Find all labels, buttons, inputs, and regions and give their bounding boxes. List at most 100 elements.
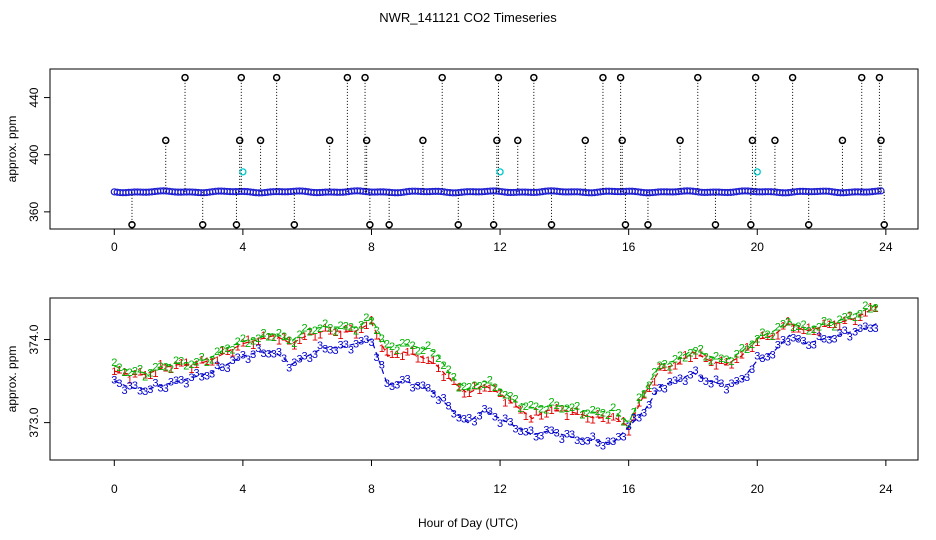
bottom-marker-3: 3	[430, 389, 436, 401]
bottom-marker-1: 1	[610, 412, 616, 424]
bottom-marker-2: 2	[338, 320, 344, 332]
bottom-marker-2: 2	[816, 321, 822, 333]
bottom-marker-1: 1	[291, 341, 297, 353]
bottom-marker-1: 1	[842, 315, 848, 327]
top-outlier-point	[256, 136, 265, 145]
bottom-marker-3: 3	[492, 411, 498, 423]
bottom-marker-1: 1	[728, 360, 734, 372]
bottom-marker-1: 1	[826, 319, 832, 331]
bottom-marker-1: 1	[651, 377, 657, 389]
bottom-marker-1: 1	[811, 326, 817, 338]
bottom-marker-3: 3	[240, 350, 246, 362]
bottom-marker-1: 1	[620, 416, 626, 428]
bottom-marker-3: 3	[307, 353, 313, 365]
bottom-marker-1: 1	[296, 335, 302, 347]
top-outlier-point	[419, 136, 427, 145]
bottom-marker-3: 3	[343, 339, 349, 351]
bottom-marker-3: 3	[456, 413, 462, 425]
bottom-marker-2: 2	[579, 409, 585, 421]
top-y-tick-label: 400	[27, 144, 41, 164]
bottom-marker-3: 3	[440, 393, 446, 405]
bottom-marker-1: 1	[502, 397, 508, 409]
bottom-marker-2: 2	[775, 321, 781, 333]
bottom-marker-1: 1	[327, 326, 333, 338]
bottom-marker-1: 1	[451, 376, 457, 388]
bottom-marker-3: 3	[147, 384, 153, 396]
bottom-marker-2: 2	[636, 392, 642, 404]
bottom-marker-3: 3	[564, 429, 570, 441]
bottom-marker-1: 1	[384, 347, 390, 359]
bottom-marker-1: 1	[574, 406, 580, 418]
bottom-marker-1: 1	[703, 353, 709, 365]
top-outlier-point	[494, 73, 503, 82]
top-outlier-point	[235, 136, 244, 145]
bottom-marker-1: 1	[507, 395, 513, 407]
bottom-marker-1: 1	[214, 355, 220, 367]
bottom-marker-2: 2	[559, 404, 565, 416]
bottom-marker-2: 2	[564, 403, 570, 415]
bottom-marker-3: 3	[338, 340, 344, 352]
top-outlier-point	[181, 73, 189, 82]
bottom-marker-2: 2	[497, 387, 503, 399]
bottom-marker-2: 2	[291, 338, 297, 350]
bottom-marker-1: 1	[482, 383, 488, 395]
bottom-marker-1: 1	[255, 336, 261, 348]
top-x-tick-label: 24	[879, 240, 893, 254]
bottom-marker-3: 3	[183, 379, 189, 391]
bottom-marker-1: 1	[471, 381, 477, 393]
bottom-marker-2: 2	[168, 363, 174, 375]
bottom-y-tick-label: 373.0	[27, 407, 41, 437]
bottom-marker-3: 3	[250, 349, 256, 361]
top-outlier-point	[272, 73, 281, 82]
bottom-marker-3: 3	[554, 428, 560, 440]
bottom-marker-3: 3	[785, 336, 791, 348]
bottom-marker-2: 2	[590, 404, 596, 416]
bottom-marker-1: 1	[656, 361, 662, 373]
top-outlier-point	[676, 136, 684, 145]
bottom-marker-1: 1	[307, 326, 313, 338]
bottom-marker-1: 1	[497, 388, 503, 400]
bottom-marker-3: 3	[528, 425, 534, 437]
bottom-marker-3: 3	[533, 432, 539, 444]
bottom-marker-1: 1	[302, 331, 308, 343]
bottom-marker-3: 3	[806, 340, 812, 352]
top-panel: 0 4 8 12 16 20 24 360 400 440 approx. ppm	[5, 68, 919, 254]
bottom-marker-1: 1	[368, 314, 374, 326]
bottom-marker-3: 3	[780, 335, 786, 347]
bottom-marker-2: 2	[626, 419, 632, 431]
bottom-marker-1: 1	[111, 366, 117, 378]
top-outlier-point	[857, 73, 866, 82]
bottom-marker-2: 2	[492, 382, 498, 394]
bottom-marker-3: 3	[677, 373, 683, 385]
bottom-marker-3: 3	[816, 331, 822, 343]
bottom-marker-3: 3	[631, 413, 637, 425]
bottom-marker-2: 2	[209, 355, 215, 367]
bottom-marker-3: 3	[291, 357, 297, 369]
top-outlier-point	[547, 220, 556, 229]
bottom-marker-1: 1	[250, 340, 256, 352]
bottom-marker-2: 2	[677, 350, 683, 362]
bottom-marker-2: 2	[394, 345, 400, 357]
bottom-marker-2: 2	[523, 401, 529, 413]
bottom-marker-2: 2	[404, 338, 410, 350]
bottom-marker-3: 3	[476, 410, 482, 422]
bottom-marker-2: 2	[363, 312, 369, 324]
top-outlier-point	[711, 220, 720, 229]
bottom-marker-3: 3	[178, 374, 184, 386]
bottom-marker-3: 3	[404, 374, 410, 386]
bottom-marker-1: 1	[718, 355, 724, 367]
bottom-marker-1: 1	[461, 389, 467, 401]
bottom-marker-1: 1	[353, 329, 359, 341]
bottom-marker-2: 2	[188, 359, 194, 371]
top-outlier-point	[616, 73, 625, 82]
bottom-marker-3: 3	[713, 374, 719, 386]
bottom-marker-2: 2	[353, 325, 359, 337]
bottom-marker-3: 3	[353, 338, 359, 350]
bottom-marker-2: 2	[163, 361, 169, 373]
bottom-marker-1: 1	[425, 355, 431, 367]
bottom-marker-3: 3	[826, 334, 832, 346]
bottom-marker-3: 3	[194, 368, 200, 380]
bottom-marker-1: 1	[780, 321, 786, 333]
bottom-marker-1: 1	[795, 324, 801, 336]
bottom-marker-1: 1	[281, 332, 287, 344]
